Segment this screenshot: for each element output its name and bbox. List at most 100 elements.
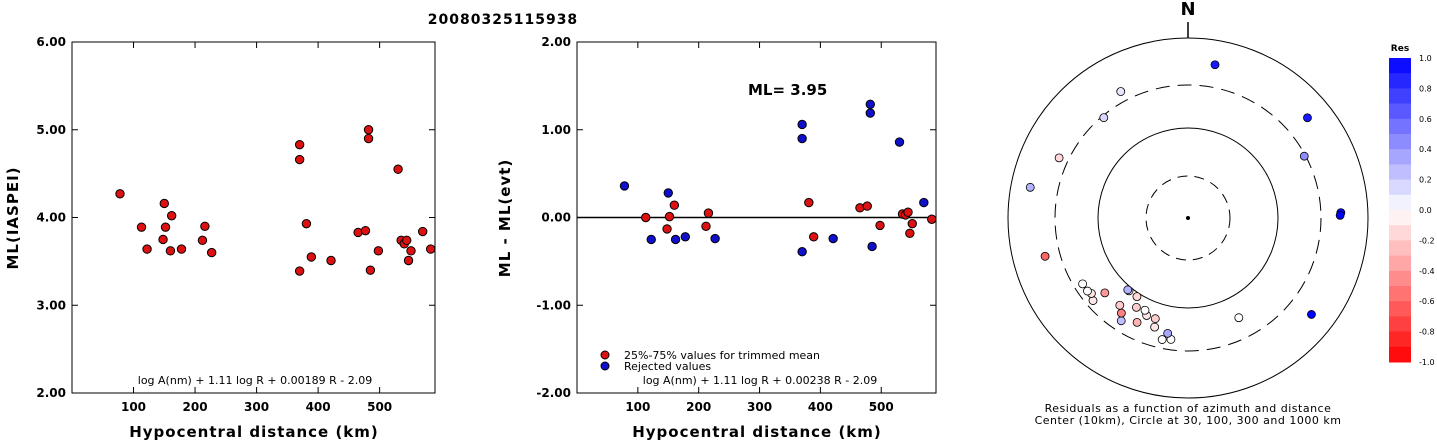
data-point xyxy=(804,197,814,208)
data-point xyxy=(425,244,436,254)
data-point xyxy=(865,108,875,118)
data-point xyxy=(160,222,171,232)
data-point xyxy=(363,133,374,144)
colorbar-cell xyxy=(1389,58,1411,74)
x-tick-label: 200 xyxy=(183,400,208,414)
data-point xyxy=(903,207,913,217)
panel1-formula: log A(nm) + 1.11 log R + 0.00189 R - 2.0… xyxy=(138,374,372,387)
panel1-ylabel: ML(IASPEI) xyxy=(4,166,22,269)
figure-title: 20080325115938 xyxy=(428,12,578,28)
x-tick-label: 200 xyxy=(686,400,711,414)
data-point xyxy=(703,208,714,218)
colorbar-cell xyxy=(1389,73,1411,89)
colorbar-cell xyxy=(1389,240,1411,257)
x-tick-label: 400 xyxy=(808,400,833,414)
station-residual-point xyxy=(1303,113,1312,123)
data-point xyxy=(166,211,177,221)
panel2-xlabel: Hypocentral distance (km) xyxy=(632,423,882,441)
data-point xyxy=(905,228,915,238)
data-point xyxy=(294,266,305,276)
data-point xyxy=(200,221,210,231)
y-tick-label: 3.00 xyxy=(36,298,66,312)
data-point xyxy=(797,247,807,257)
colorbar-tick-label: 0.0 xyxy=(1419,206,1432,215)
station-residual-point xyxy=(1100,288,1110,298)
data-point xyxy=(301,218,312,229)
x-tick-label: 400 xyxy=(306,400,331,414)
station-residual-point xyxy=(1234,313,1244,323)
legend-label-rejected: Rejected values xyxy=(624,360,711,373)
data-point xyxy=(393,164,403,174)
ml-distance-panel: 100 200 300 400 500 2.00 3.00 4.00 5.00 6.00 log … xyxy=(4,35,436,441)
station-residual-point xyxy=(1123,285,1133,295)
data-point xyxy=(294,139,305,150)
station-residual-point xyxy=(1335,210,1345,220)
station-residual-point xyxy=(1083,286,1092,296)
panel2-ylabel: ML - ML(evt) xyxy=(496,159,514,277)
data-point xyxy=(641,212,651,223)
y-tick-label: 4.00 xyxy=(36,211,66,225)
y-tick-label: -2.00 xyxy=(536,386,571,400)
station-residual-point xyxy=(1116,87,1126,96)
data-point xyxy=(808,232,819,242)
data-point xyxy=(663,188,673,198)
station-residual-point xyxy=(1163,328,1173,338)
data-point xyxy=(710,233,720,244)
data-point xyxy=(417,226,428,237)
colorbar-tick-label: -0.4 xyxy=(1419,267,1435,276)
station-residual-point xyxy=(1132,302,1141,312)
colorbar-cell xyxy=(1389,331,1411,348)
data-point xyxy=(406,246,416,256)
residual-distance-panel: 100 200 300 400 500 -2.00 -1.00 0.00 1.00 2.00 ML… xyxy=(496,35,937,441)
data-point xyxy=(919,197,929,208)
colorbar-tick-label: 0.8 xyxy=(1419,84,1432,93)
data-point xyxy=(875,220,885,231)
panel1-xlabel: Hypocentral distance (km) xyxy=(129,423,379,441)
data-point xyxy=(306,252,317,262)
data-point xyxy=(159,198,169,209)
y-tick-label: 2.00 xyxy=(36,386,66,400)
panel1-frame xyxy=(71,41,436,394)
colorbar-cell xyxy=(1389,270,1411,287)
colorbar-cell xyxy=(1389,88,1411,105)
data-point xyxy=(828,233,838,244)
azimuth-residual-panel: N Residuals as a function of azimuth and… xyxy=(1007,0,1369,427)
station-residual-point xyxy=(1040,251,1050,261)
data-point xyxy=(206,247,217,258)
center-dot xyxy=(1186,216,1190,220)
data-point xyxy=(363,125,374,135)
station-residual-point xyxy=(1210,60,1220,70)
y-tick-label: 1.00 xyxy=(541,123,571,137)
station-residual-point xyxy=(1116,316,1126,326)
data-point xyxy=(927,214,937,224)
x-tick-label: 300 xyxy=(244,400,269,414)
polar-caption-line2: Center (10km), Circle at 30, 100, 300 an… xyxy=(1035,414,1342,427)
data-point xyxy=(401,235,412,246)
data-point xyxy=(142,244,152,254)
colorbar-tick-label: 0.6 xyxy=(1419,115,1432,124)
y-tick-label: 0.00 xyxy=(541,211,571,225)
colorbar-cell xyxy=(1389,194,1411,211)
data-point xyxy=(373,246,384,256)
panel2-formula: log A(nm) + 1.11 log R + 0.00238 R - 2.0… xyxy=(643,374,877,387)
station-residual-point xyxy=(1025,182,1035,192)
data-point xyxy=(865,99,875,110)
data-point xyxy=(326,255,336,266)
north-label: N xyxy=(1180,0,1195,20)
colorbar-cell xyxy=(1389,179,1411,196)
station-residual-point xyxy=(1299,151,1309,161)
station-residual-point xyxy=(1115,300,1125,310)
ml-value-label: ML= 3.95 xyxy=(748,81,827,99)
data-point xyxy=(197,235,208,246)
y-tick-label: -1.00 xyxy=(536,298,571,312)
x-tick-label: 300 xyxy=(747,400,772,414)
colorbar-tick-label: 1.0 xyxy=(1419,54,1432,63)
y-tick-label: 2.00 xyxy=(541,35,571,49)
colorbar-cell xyxy=(1389,225,1411,241)
data-point xyxy=(907,218,917,229)
data-point xyxy=(646,234,656,245)
data-point xyxy=(360,225,371,236)
colorbar-cell xyxy=(1389,346,1411,363)
station-residual-point xyxy=(1132,317,1142,327)
